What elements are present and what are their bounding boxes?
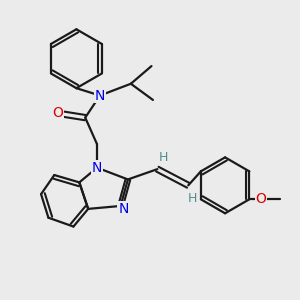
- Text: O: O: [52, 106, 63, 120]
- Text: N: N: [92, 161, 102, 175]
- Text: N: N: [118, 202, 129, 216]
- Text: O: O: [256, 192, 266, 206]
- Text: H: H: [188, 192, 197, 205]
- Text: N: N: [95, 88, 105, 103]
- Text: H: H: [159, 151, 168, 164]
